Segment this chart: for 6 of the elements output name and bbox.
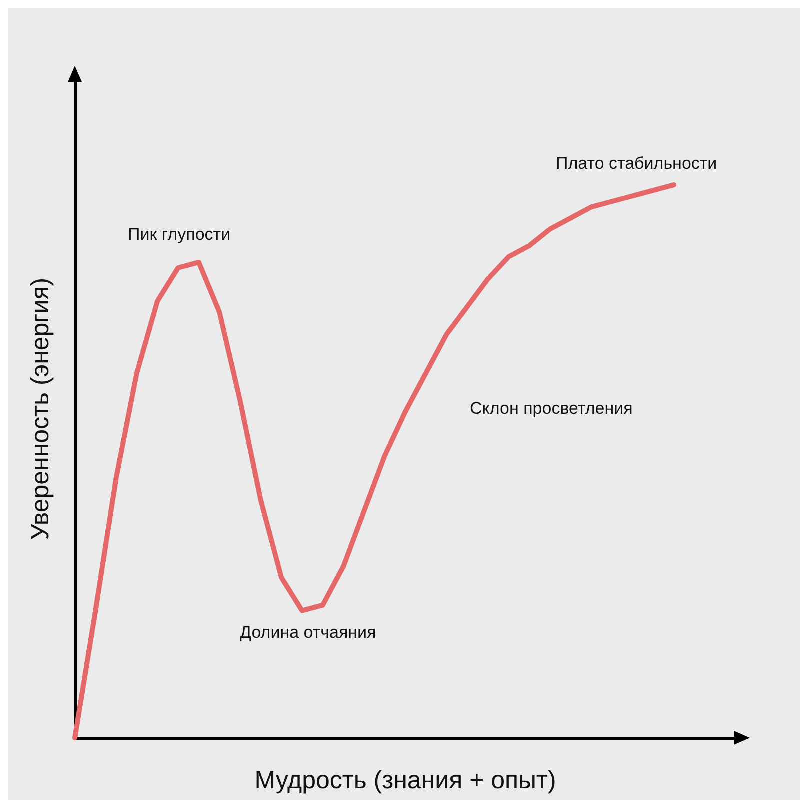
annotation: Долина отчаяния <box>240 623 376 642</box>
annotation: Пик глупости <box>128 225 231 244</box>
x-axis-title: Мудрость (знания + опыт) <box>254 766 556 794</box>
text: Плато стабильности <box>556 154 718 173</box>
annotation: Склон просветления <box>470 399 633 418</box>
y-axis-title: Уверенность (энергия) <box>26 278 54 540</box>
